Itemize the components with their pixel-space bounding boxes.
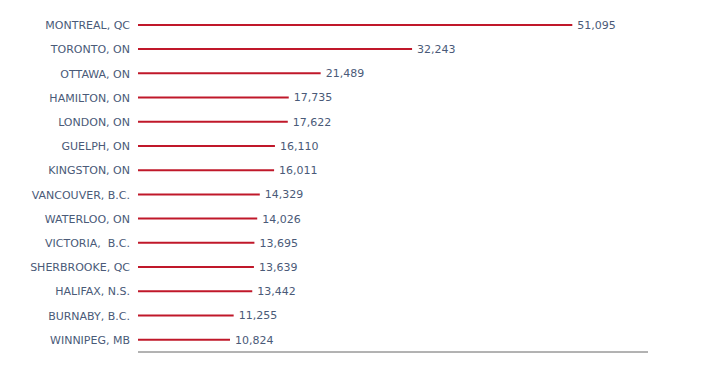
svg-text:SHERBROOKE, QC: SHERBROOKE, QC	[30, 261, 130, 274]
svg-text:OTTAWA, ON: OTTAWA, ON	[60, 68, 130, 81]
svg-text:51,095: 51,095	[577, 19, 616, 32]
svg-text:HALIFAX, N.S.: HALIFAX, N.S.	[55, 285, 130, 298]
svg-text:TORONTO, ON: TORONTO, ON	[50, 43, 130, 56]
svg-text:GUELPH, ON: GUELPH, ON	[62, 140, 130, 153]
svg-text:21,489: 21,489	[326, 67, 365, 80]
svg-text:VANCOUVER, B.C.: VANCOUVER, B.C.	[32, 189, 130, 202]
svg-text:17,735: 17,735	[294, 91, 333, 104]
svg-text:13,695: 13,695	[259, 237, 298, 250]
svg-text:MONTREAL, QC: MONTREAL, QC	[45, 19, 130, 32]
svg-text:11,255: 11,255	[239, 309, 277, 322]
svg-text:HAMILTON, ON: HAMILTON, ON	[49, 92, 130, 105]
svg-text:17,622: 17,622	[293, 116, 332, 129]
svg-text:16,011: 16,011	[279, 164, 318, 177]
svg-text:10,824: 10,824	[235, 334, 274, 347]
svg-text:WINNIPEG, MB: WINNIPEG, MB	[50, 334, 130, 347]
svg-text:BURNABY, B.C.: BURNABY, B.C.	[48, 310, 130, 323]
svg-text:14,329: 14,329	[265, 188, 304, 201]
svg-text:WATERLOO, ON: WATERLOO, ON	[45, 213, 130, 226]
svg-text:13,639: 13,639	[259, 261, 298, 274]
svg-text:16,110: 16,110	[280, 140, 319, 153]
svg-text:14,026: 14,026	[262, 213, 301, 226]
svg-text:LONDON, ON: LONDON, ON	[58, 116, 130, 129]
svg-text:VICTORIA, B.C.: VICTORIA, B.C.	[45, 237, 130, 250]
svg-text:13,442: 13,442	[257, 285, 296, 298]
svg-text:32,243: 32,243	[417, 43, 456, 56]
svg-text:KINGSTON, ON: KINGSTON, ON	[48, 164, 130, 177]
